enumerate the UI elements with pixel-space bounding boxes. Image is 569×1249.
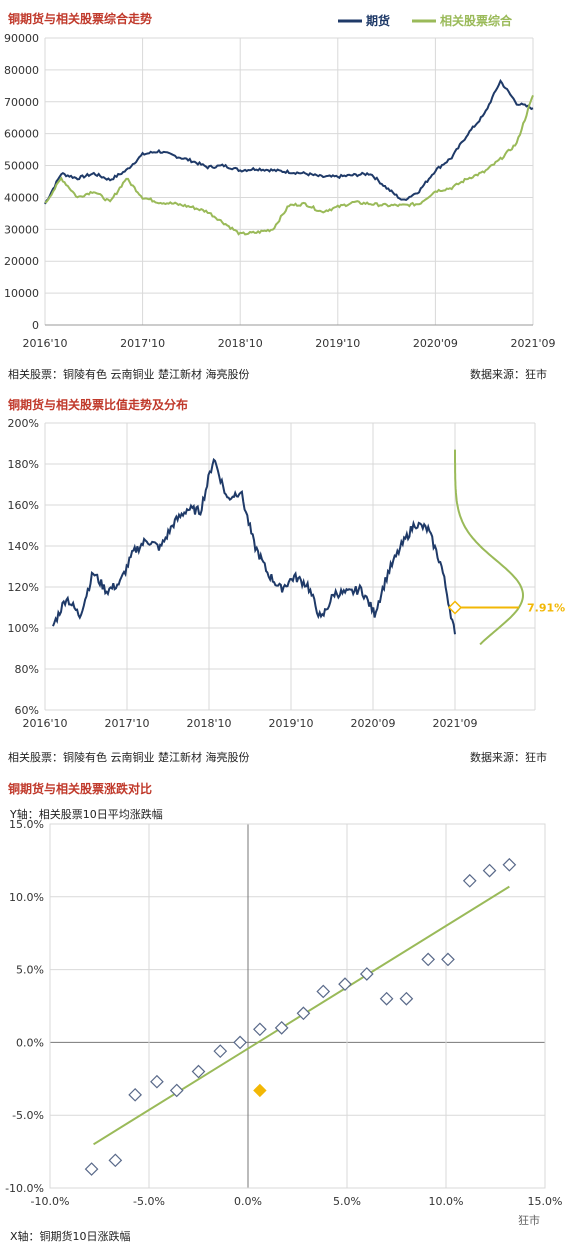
chart2-percentile-label: 7.91% xyxy=(527,602,565,615)
chart3-title: 铜期货与相关股票涨跌对比 xyxy=(8,782,153,796)
chart1-ytick-label: 50000 xyxy=(4,160,39,173)
panel-combined-trend: 铜期货与相关股票综合走势 0 10000 20000 30000 40000 50000 6… xyxy=(0,0,569,390)
chart1-footnote-source: 数据来源：狂市 xyxy=(470,368,547,381)
chart3-ytick-label: 10.0% xyxy=(9,891,44,904)
chart2-ytick-label: 60% xyxy=(15,704,39,717)
chart3-scatter-point xyxy=(421,952,436,967)
chart3-current-point xyxy=(253,1083,267,1098)
chart3-y-caption: Y轴：相关股票10日平均涨跌幅 xyxy=(10,808,163,821)
watermark-text: 狂市 xyxy=(518,1214,540,1227)
chart1-ytick-label: 40000 xyxy=(4,191,39,204)
panel-ratio-trend: 铜期货与相关股票比值走势及分布 60% 80% 100% 120% 140% 160% 18… xyxy=(0,390,569,770)
chart2-footnote-source: 数据来源：狂市 xyxy=(470,751,547,764)
chart2-ytick-label: 200% xyxy=(8,417,39,430)
chart3-xtick-label: 10.0% xyxy=(429,1195,464,1208)
chart1-series-line-stocks xyxy=(44,95,534,236)
chart3-scatter-point xyxy=(128,1087,142,1102)
chart2-xtick-label: 2021'09 xyxy=(432,717,477,730)
chart3-scatter-point xyxy=(84,1162,99,1176)
chart3-scatter-point xyxy=(482,863,497,878)
chart2-xtick-label: 2018'10 xyxy=(186,717,231,730)
chart3-x-caption: X轴：铜期货10日涨跌幅 xyxy=(10,1230,131,1243)
chart3-ytick-label: -10.0% xyxy=(5,1182,44,1195)
chart1-footnote-stocks: 相关股票：铜陵有色 云南铜业 楚江新材 海亮股份 xyxy=(8,368,250,381)
chart3-ytick-label: -5.0% xyxy=(12,1109,44,1122)
chart1-ytick-label: 80000 xyxy=(4,64,39,77)
chart2-ytick-label: 120% xyxy=(8,581,39,594)
chart1-title: 铜期货与相关股票综合走势 xyxy=(8,12,153,26)
chart1-ytick-label: 70000 xyxy=(4,96,39,109)
chart3-scatter-point xyxy=(338,977,352,992)
chart2-xtick-label: 2020'09 xyxy=(350,717,395,730)
panel-scatter: 铜期货与相关股票涨跌对比 Y轴：相关股票10日平均涨跌幅 -10.0% -5.0%… xyxy=(0,770,569,1249)
chart3-scatter-point xyxy=(441,952,455,967)
chart3-scatter-point xyxy=(253,1022,267,1037)
chart3-xtick-label: 5.0% xyxy=(333,1195,361,1208)
chart2-ytick-label: 160% xyxy=(8,499,39,512)
chart2-xtick-label: 2017'10 xyxy=(104,717,149,730)
chart1-xtick-label: 2016'10 xyxy=(22,337,67,350)
chart3-scatter-point xyxy=(191,1064,206,1079)
chart1-ytick-label: 10000 xyxy=(4,287,39,300)
chart3-scatter-point xyxy=(296,1006,311,1021)
chart3-xtick-label: -10.0% xyxy=(31,1195,70,1208)
chart1-legend-label: 相关股票综合 xyxy=(440,13,513,28)
chart3-scatter-point xyxy=(213,1044,228,1058)
chart1-legend-label: 期货 xyxy=(366,13,390,28)
chart2-ratio-line xyxy=(52,457,456,635)
chart1-ytick-label: 60000 xyxy=(4,128,39,141)
chart1-xtick-label: 2020'09 xyxy=(413,337,458,350)
chart1-ytick-label: 90000 xyxy=(4,32,39,45)
chart2-distribution-curve xyxy=(454,449,525,646)
chart3-ytick-label: 0.0% xyxy=(16,1036,44,1049)
chart1-ytick-label: 30000 xyxy=(4,223,39,236)
chart2-title: 铜期货与相关股票比值走势及分布 xyxy=(8,398,189,412)
chart2-ytick-label: 180% xyxy=(8,458,39,471)
chart1-xtick-label: 2021'09 xyxy=(510,337,555,350)
chart3-scatter-point xyxy=(316,984,331,999)
chart1-xtick-label: 2017'10 xyxy=(120,337,165,350)
chart2-current-marker xyxy=(447,600,463,615)
chart3-xtick-label: 15.0% xyxy=(528,1195,563,1208)
chart3-xtick-label: -5.0% xyxy=(133,1195,165,1208)
chart3-scatter-point xyxy=(502,857,517,872)
chart1-xtick-label: 2019'10 xyxy=(315,337,360,350)
chart3-scatter-point xyxy=(359,967,374,981)
chart2-svg: 60% 80% 100% 120% 140% 160% 180% 200% 2016'10 201… xyxy=(8,417,566,730)
chart2-xtick-label: 2019'10 xyxy=(268,717,313,730)
chart3-scatter-point xyxy=(462,873,477,888)
chart3-ytick-label: 15.0% xyxy=(9,818,44,831)
chart3-scatter-point xyxy=(150,1074,164,1089)
chart1-ytick-label: 20000 xyxy=(4,255,39,268)
chart3-scatter-point xyxy=(379,991,394,1006)
chart1-series-line-futures xyxy=(44,78,534,205)
chart2-footnote-stocks: 相关股票：铜陵有色 云南铜业 楚江新材 海亮股份 xyxy=(8,751,250,764)
chart3-scatter-point xyxy=(399,991,414,1006)
chart1-svg: 0 10000 20000 30000 40000 50000 60000 70000 8000… xyxy=(4,13,556,350)
chart3-scatter-point xyxy=(108,1153,123,1168)
chart3-svg: -10.0% -5.0% 0.0% 5.0% 10.0% 15.0% -10.0% -5.0%… xyxy=(5,818,563,1208)
chart3-scatter-point xyxy=(233,1035,247,1050)
chart3-ytick-label: 5.0% xyxy=(16,964,44,977)
chart2-ytick-label: 140% xyxy=(8,540,39,553)
chart3-scatter-point xyxy=(274,1020,289,1035)
chart2-ytick-label: 80% xyxy=(15,663,39,676)
chart3-plot-border xyxy=(49,823,546,1189)
chart2-ytick-label: 100% xyxy=(8,622,39,635)
chart1-xtick-label: 2018'10 xyxy=(218,337,263,350)
chart3-xtick-label: 0.0% xyxy=(234,1195,262,1208)
chart3-scatter-point xyxy=(169,1083,184,1098)
chart2-xtick-label: 2016'10 xyxy=(22,717,67,730)
chart1-ytick-label: 0 xyxy=(32,319,39,332)
